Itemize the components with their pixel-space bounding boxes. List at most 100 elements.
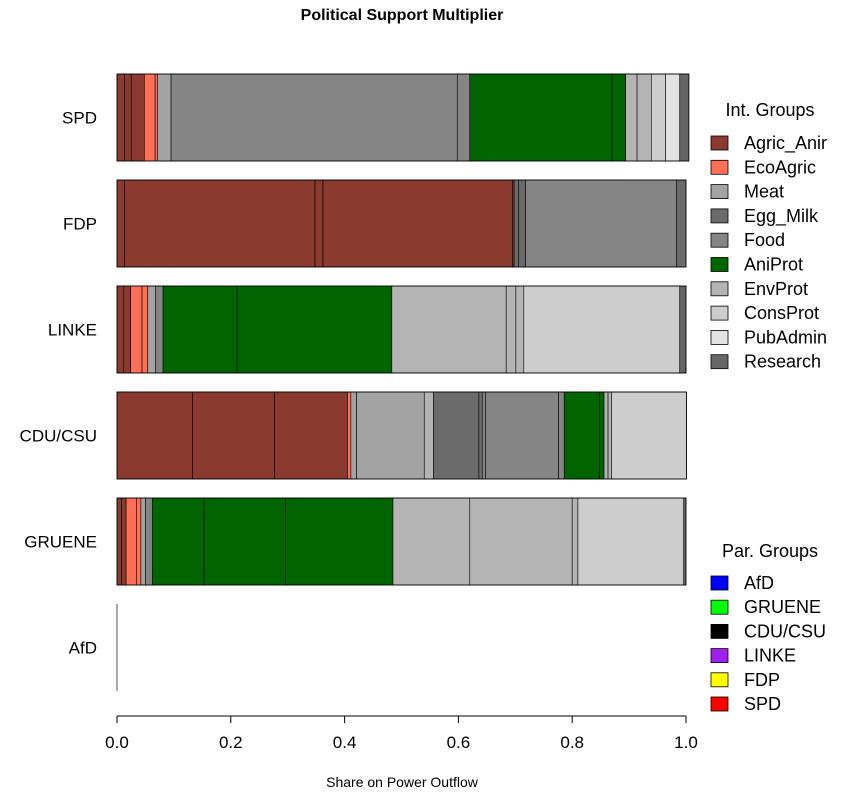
bar-segment-linke-12	[679, 285, 687, 374]
bar-cdu-csu	[116, 391, 687, 480]
bar-segment-gruene-12	[577, 497, 685, 586]
legend-label-envprot: EnvProt	[744, 279, 808, 299]
category-label-afd: AfD	[69, 639, 97, 658]
legend-swatch-gruene	[710, 599, 729, 615]
bar-segment-fdp-0	[116, 179, 125, 268]
legend-label-gruene: GRUENE	[744, 597, 821, 617]
bar-segment-linke-8	[391, 285, 507, 374]
legend-label-ecoagric: EcoAgric	[744, 157, 816, 177]
bar-segment-spd-6	[170, 73, 458, 162]
bar-segment-cdu-csu-3	[347, 391, 352, 480]
legend-swatch-meat	[710, 184, 729, 200]
bar-segment-spd-8	[469, 73, 613, 162]
category-label-linke: LINKE	[48, 321, 97, 340]
legend-label-egg-milk: Egg_Milk	[744, 206, 819, 227]
bar-segment-linke-3	[141, 285, 149, 374]
bar-segment-fdp-2	[314, 179, 324, 268]
bar-segment-gruene-0	[116, 497, 122, 586]
bar-segment-cdu-csu-0	[116, 391, 193, 480]
category-label-cdu-csu: CDU/CSU	[20, 427, 97, 446]
bars-layer	[116, 73, 690, 691]
bar-outline-cdu-csu	[116, 391, 687, 480]
bar-segment-cdu-csu-15	[607, 391, 612, 480]
bar-segment-cdu-csu-12	[563, 391, 600, 480]
bar-segment-cdu-csu-8	[478, 391, 483, 480]
bar-segment-cdu-csu-13	[599, 391, 605, 480]
bar-segment-fdp-8	[676, 179, 687, 268]
legend-label-research: Research	[744, 352, 821, 372]
x-tick-label-4: 0.8	[560, 733, 584, 752]
legend-swatch-pubadmin	[710, 329, 729, 345]
bar-segment-gruene-1	[121, 497, 127, 586]
legend-swatch-afd	[710, 575, 729, 591]
legend-label-spd: SPD	[744, 694, 781, 714]
bar-segment-linke-0	[116, 285, 125, 374]
x-tick-label-2: 0.4	[333, 733, 357, 752]
bar-segment-gruene-4	[140, 497, 146, 586]
bar-segment-cdu-csu-6	[423, 391, 434, 480]
bar-segment-linke-6	[162, 285, 238, 374]
x-tick-label-3: 0.6	[447, 733, 471, 752]
bar-fdp	[116, 179, 687, 268]
category-label-gruene: GRUENE	[24, 533, 97, 552]
legend-label-aniprot: AniProt	[744, 255, 803, 275]
bar-segment-spd-7	[456, 73, 471, 162]
legend-title: Int. Groups	[725, 100, 814, 120]
bar-segment-linke-9	[505, 285, 517, 374]
bar-segment-gruene-2	[125, 497, 137, 586]
legend-swatch-aniprot	[710, 257, 729, 272]
legend-label-pubadmin: PubAdmin	[744, 327, 827, 347]
legend-swatch-egg-milk	[710, 208, 729, 224]
legend-label-linke: LINKE	[744, 646, 796, 666]
bar-segment-spd-13	[665, 73, 681, 162]
bar-segment-cdu-csu-7	[433, 391, 480, 480]
category-labels: SPD FDP LINKE CDU/CSU GRUENE AfD	[20, 109, 97, 658]
bar-segment-spd-10	[625, 73, 638, 162]
legend-label-agric-anir: Agric_Anir	[744, 133, 827, 154]
x-tick-label-0: 0.0	[105, 733, 129, 752]
bar-segment-cdu-csu-5	[356, 391, 425, 480]
legend-int-groups: Int. Groups Agric_Anir EcoAgric Meat Egg_Mil…	[710, 100, 827, 372]
x-tick-label-5: 1.0	[674, 733, 698, 752]
bar-segment-spd-5	[157, 73, 172, 162]
bar-segment-fdp-1	[124, 179, 316, 268]
x-axis-label: Share on Power Outflow	[326, 774, 479, 790]
bar-segment-spd-4	[154, 73, 158, 162]
bar-spd	[116, 73, 690, 162]
x-tick-label-1: 0.2	[219, 733, 243, 752]
legend-label-meat: Meat	[744, 182, 784, 202]
legend-swatch-ecoagric	[710, 159, 729, 175]
bar-segment-cdu-csu-2	[274, 391, 348, 480]
bar-outline-gruene	[116, 497, 687, 586]
legend-swatch-cdu-csu	[710, 624, 729, 639]
bar-segment-fdp-6	[518, 179, 526, 268]
bar-segment-linke-11	[523, 285, 681, 374]
legend-par-groups: Par. Groups AfD GRUENE CDU/CSU LINKE FDP SPD	[710, 541, 826, 714]
bar-segment-fdp-7	[525, 179, 677, 268]
legend-swatch-consprot	[710, 305, 729, 321]
bar-segment-linke-5	[155, 285, 164, 374]
bar-segment-gruene-6	[151, 497, 205, 586]
bar-gruene	[116, 497, 687, 586]
bar-segment-cdu-csu-10	[485, 391, 559, 480]
bar-outline-fdp	[116, 179, 687, 268]
legend-swatch-agric-anir	[710, 135, 729, 151]
bar-segment-linke-1	[123, 285, 131, 374]
x-axis: 0.0 0.2 0.4 0.6 0.8 1.0	[105, 715, 698, 752]
legend-label-afd: AfD	[744, 573, 774, 593]
bar-segment-spd-14	[679, 73, 690, 162]
bar-segment-linke-4	[147, 285, 156, 374]
bar-segment-spd-11	[636, 73, 652, 162]
legend-label-cdu-csu: CDU/CSU	[744, 621, 826, 641]
bar-segment-gruene-7	[203, 497, 286, 586]
bar-segment-spd-0	[116, 73, 125, 162]
bar-segment-gruene-10	[469, 497, 573, 586]
bar-segment-linke-2	[130, 285, 143, 374]
legend-label-consprot: ConsProt	[744, 303, 819, 323]
bar-segment-spd-9	[611, 73, 626, 162]
bar-segment-spd-1	[124, 73, 132, 162]
bar-outline-linke	[116, 285, 687, 374]
bar-segment-spd-2	[130, 73, 145, 162]
legend-swatch-fdp	[710, 672, 729, 688]
